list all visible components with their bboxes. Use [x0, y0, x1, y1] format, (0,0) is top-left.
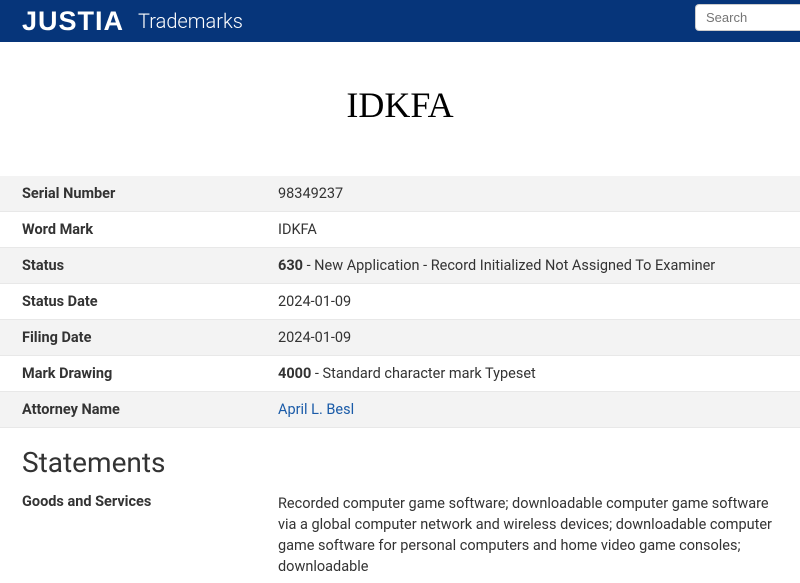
search-input[interactable]	[695, 4, 800, 31]
row-label: Status Date	[22, 293, 278, 310]
value-code: 4000	[278, 365, 311, 382]
mark-text: IDKFA	[346, 85, 453, 125]
table-row: Word MarkIDKFA	[0, 212, 800, 248]
row-label: Attorney Name	[22, 401, 278, 418]
goods-services-label: Goods and Services	[22, 493, 278, 577]
row-label: Mark Drawing	[22, 365, 278, 382]
table-row: Serial Number98349237	[0, 176, 800, 212]
value-code: 630	[278, 257, 303, 274]
statements-heading: Statements	[0, 428, 800, 487]
row-value: 2024-01-09	[278, 329, 778, 346]
row-value: 2024-01-09	[278, 293, 778, 310]
row-label: Filing Date	[22, 329, 278, 346]
row-value: 630 - New Application - Record Initializ…	[278, 257, 778, 274]
value-description: - Standard character mark Typeset	[311, 365, 536, 382]
goods-services-row: Goods and Services Recorded computer gam…	[0, 487, 800, 583]
table-row: Mark Drawing4000 - Standard character ma…	[0, 356, 800, 392]
table-row: Filing Date2024-01-09	[0, 320, 800, 356]
row-label: Word Mark	[22, 221, 278, 238]
site-header: JUSTIA Trademarks	[0, 0, 800, 42]
row-value: 4000 - Standard character mark Typeset	[278, 365, 778, 382]
row-value: IDKFA	[278, 221, 778, 238]
table-row: Attorney NameApril L. Besl	[0, 392, 800, 428]
row-label: Status	[22, 257, 278, 274]
row-value: 98349237	[278, 185, 778, 202]
row-label: Serial Number	[22, 185, 278, 202]
trademark-details-table: Serial Number98349237Word MarkIDKFAStatu…	[0, 176, 800, 428]
table-row: Status Date2024-01-09	[0, 284, 800, 320]
attorney-link[interactable]: April L. Besl	[278, 401, 354, 418]
goods-services-value: Recorded computer game software; downloa…	[278, 493, 778, 577]
site-subtitle[interactable]: Trademarks	[138, 9, 243, 33]
table-row: Status630 - New Application - Record Ini…	[0, 248, 800, 284]
logo[interactable]: JUSTIA	[22, 6, 124, 37]
mark-display: IDKFA	[0, 42, 800, 176]
row-value[interactable]: April L. Besl	[278, 401, 778, 418]
value-description: - New Application - Record Initialized N…	[303, 257, 715, 274]
